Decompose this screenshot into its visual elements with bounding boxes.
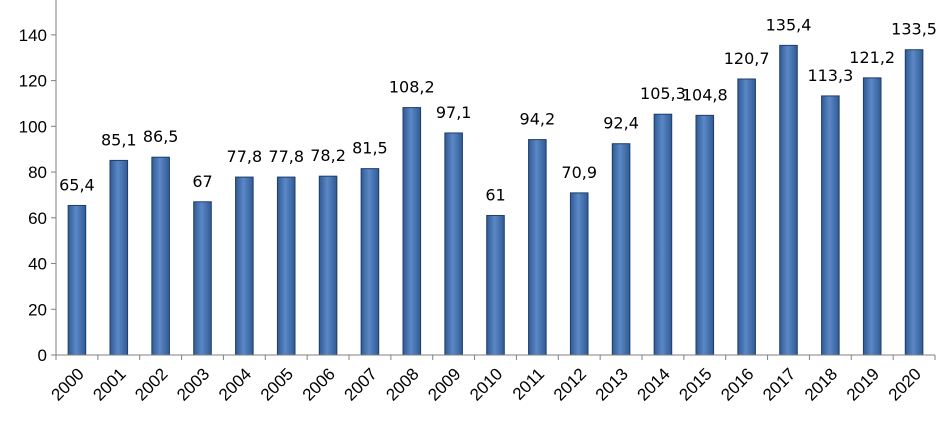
bar — [779, 44, 798, 356]
bar — [821, 95, 840, 356]
data-label: 97,1 — [436, 103, 472, 122]
x-tick-label: 2003 — [173, 364, 213, 404]
data-label: 77,8 — [268, 147, 304, 166]
bar — [486, 215, 505, 356]
bar — [235, 176, 254, 356]
y-axis: 0 20 40 60 80 100 120 140 — [19, 0, 57, 365]
y-tick-label: 0 — [38, 346, 47, 365]
x-tick-label: 2004 — [215, 364, 255, 404]
bar — [67, 204, 87, 356]
y-tick-label: 20 — [28, 300, 47, 319]
x-tick-label: 2000 — [48, 364, 88, 404]
x-tick-label: 2009 — [424, 364, 464, 404]
y-tick-label: 40 — [28, 255, 47, 274]
data-label: 67 — [192, 172, 212, 191]
data-label: 65,4 — [59, 175, 95, 194]
x-tick-label: 2017 — [759, 364, 799, 404]
data-label: 86,5 — [143, 127, 179, 146]
x-tick-label: 2012 — [550, 364, 590, 404]
x-tick-label: 2007 — [341, 364, 381, 404]
data-label: 135,4 — [766, 15, 812, 34]
x-tick-label: 2008 — [382, 364, 422, 404]
bar — [276, 176, 296, 356]
data-label: 120,7 — [724, 49, 770, 68]
x-tick-label: 2011 — [509, 364, 548, 403]
data-label: 77,8 — [227, 147, 263, 166]
data-label: 104,8 — [682, 85, 728, 104]
bar — [318, 175, 338, 356]
bar — [109, 159, 129, 356]
x-tick-label: 2002 — [131, 364, 171, 404]
data-label: 94,2 — [520, 110, 556, 129]
data-label: 85,1 — [101, 130, 137, 149]
x-tick-label: 2014 — [634, 364, 674, 404]
y-tick-label: 80 — [28, 163, 47, 182]
x-tick-label: 2013 — [592, 364, 632, 404]
bar — [444, 132, 463, 356]
x-tick-label: 2005 — [257, 364, 297, 404]
data-label: 108,2 — [389, 78, 435, 97]
bar — [151, 156, 170, 356]
x-tick-label: 2010 — [466, 364, 506, 404]
bar — [360, 168, 380, 356]
x-tick-label: 2020 — [885, 364, 925, 404]
bar — [193, 201, 212, 356]
data-label: 113,3 — [807, 66, 853, 85]
data-label: 61 — [485, 186, 505, 205]
bar — [528, 139, 547, 356]
x-tick-label: 2018 — [801, 364, 841, 404]
bar — [611, 143, 631, 356]
bar — [653, 113, 673, 356]
x-tick-label: 2001 — [89, 364, 129, 404]
data-label: 121,2 — [849, 48, 895, 67]
x-tick-label: 2006 — [299, 364, 339, 404]
x-tick-label: 2016 — [717, 364, 757, 404]
bar — [695, 114, 715, 356]
bar — [402, 107, 422, 356]
bar — [569, 192, 589, 356]
y-tick-label: 60 — [28, 209, 47, 228]
data-label: 133,5 — [891, 20, 937, 39]
y-tick-label: 100 — [19, 117, 47, 136]
bar — [904, 49, 924, 356]
y-tick-label: 120 — [19, 72, 47, 91]
x-tick-label: 2015 — [675, 364, 715, 404]
bars — [67, 44, 924, 356]
data-label: 78,2 — [310, 146, 346, 165]
data-label: 92,4 — [603, 114, 639, 133]
y-tick-label: 140 — [19, 26, 47, 45]
bar — [862, 77, 882, 356]
data-labels: 65,4 85,1 86,5 67 77,8 77,8 78,2 81,5 108,297,1 6… — [59, 15, 937, 204]
data-label: 105,3 — [640, 84, 686, 103]
x-axis: 2000 2001 2002 2003 2004 2005 2006 2007 2008 2009… — [48, 354, 936, 405]
data-label: 81,5 — [352, 139, 388, 158]
bar — [737, 78, 756, 356]
x-tick-label: 2019 — [843, 364, 883, 404]
data-label: 70,9 — [561, 163, 597, 182]
